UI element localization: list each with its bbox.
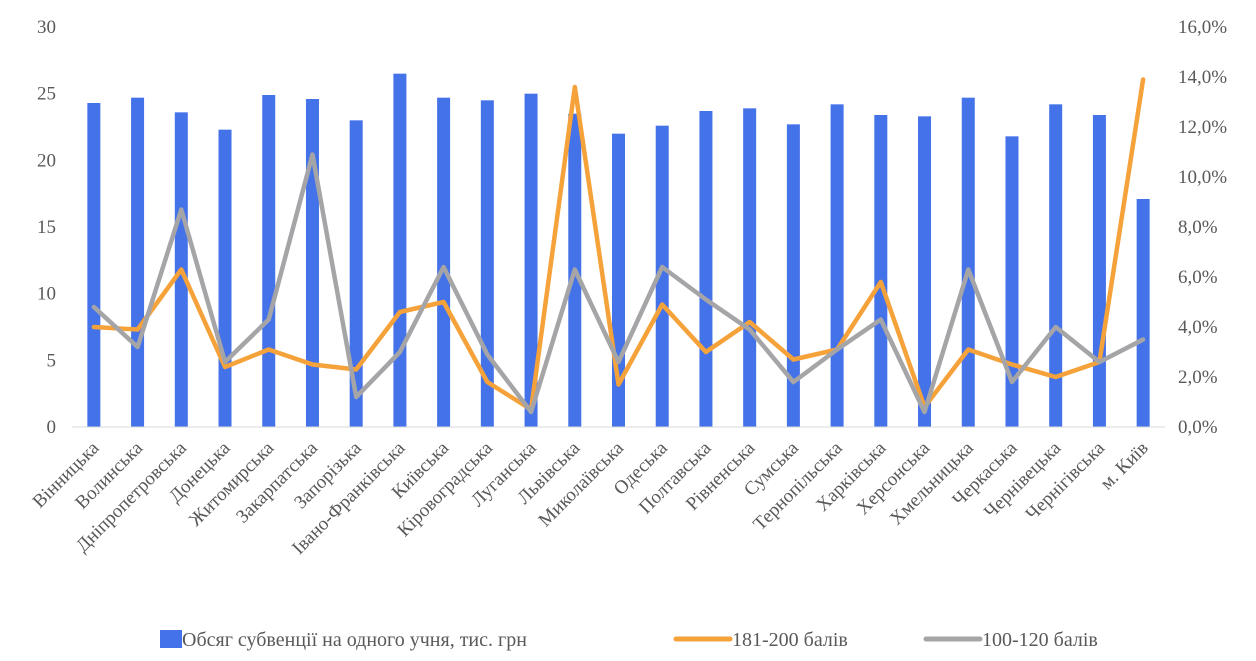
bar-чернівецька <box>1049 104 1063 427</box>
right-tick-label: 16,0% <box>1178 17 1227 38</box>
right-tick-label: 14,0% <box>1178 67 1227 88</box>
bar-івано-франківська <box>393 73 407 428</box>
bar-луганська <box>524 93 538 428</box>
bar-вінницька <box>87 103 101 427</box>
line-series-1 <box>91 77 1146 412</box>
category-labels: ВінницькаВолинськаДніпропетровськаДонець… <box>29 437 1153 559</box>
line-series-2 <box>91 152 1146 415</box>
left-tick-label: 25 <box>37 84 56 105</box>
category-label-м-київ: м. Київ <box>1096 438 1152 494</box>
legend-label-1: Обсяг субвенції на одного учня, тис. грн <box>182 629 527 651</box>
bar-черкаська <box>1005 136 1019 428</box>
right-tick-label: 8,0% <box>1178 217 1218 238</box>
right-tick-label: 4,0% <box>1178 317 1218 338</box>
bar-запорізька <box>349 120 363 427</box>
legend-swatch-bar <box>160 630 182 648</box>
bar-чернігівська <box>1092 115 1106 427</box>
legend-label-3: 100-120 балів <box>982 629 1098 651</box>
bar-волинська <box>131 97 145 428</box>
right-tick-label: 10,0% <box>1178 167 1227 188</box>
bar-житомирська <box>262 95 276 427</box>
right-tick-label: 6,0% <box>1178 267 1218 288</box>
bar-рівненська <box>743 108 757 427</box>
bar-сумська <box>786 124 800 427</box>
bar-закарпатська <box>305 99 319 427</box>
bar-одеська <box>655 125 669 428</box>
legend-label-2: 181-200 балів <box>732 629 848 651</box>
right-axis-ticks: 0,0% 2,0% 4,0% 6,0% 8,0% 10,0% 12,0% 14,0% 16,0% <box>1178 17 1227 438</box>
line-series-group <box>91 77 1146 415</box>
bar-тернопільська <box>830 104 844 427</box>
left-axis-ticks: 0 5 10 15 20 25 30 <box>37 17 56 438</box>
legend: Обсяг субвенції на одного учня, тис. грн… <box>160 629 1098 651</box>
left-tick-label: 20 <box>37 150 56 171</box>
left-tick-label: 0 <box>47 417 57 438</box>
left-tick-label: 5 <box>47 350 57 371</box>
bar-харківська <box>874 115 888 427</box>
bar-донецька <box>218 129 232 427</box>
bar-хмельницька <box>961 97 975 428</box>
bar-полтавська <box>699 111 713 427</box>
right-tick-label: 2,0% <box>1178 367 1218 388</box>
left-tick-label: 10 <box>37 284 56 305</box>
bar-м-київ <box>1136 199 1150 427</box>
bar-київська <box>437 97 451 428</box>
right-tick-label: 0,0% <box>1178 417 1218 438</box>
left-tick-label: 15 <box>37 217 56 238</box>
right-tick-label: 12,0% <box>1178 117 1227 138</box>
bar-херсонська <box>918 116 932 427</box>
left-tick-label: 30 <box>37 17 56 38</box>
